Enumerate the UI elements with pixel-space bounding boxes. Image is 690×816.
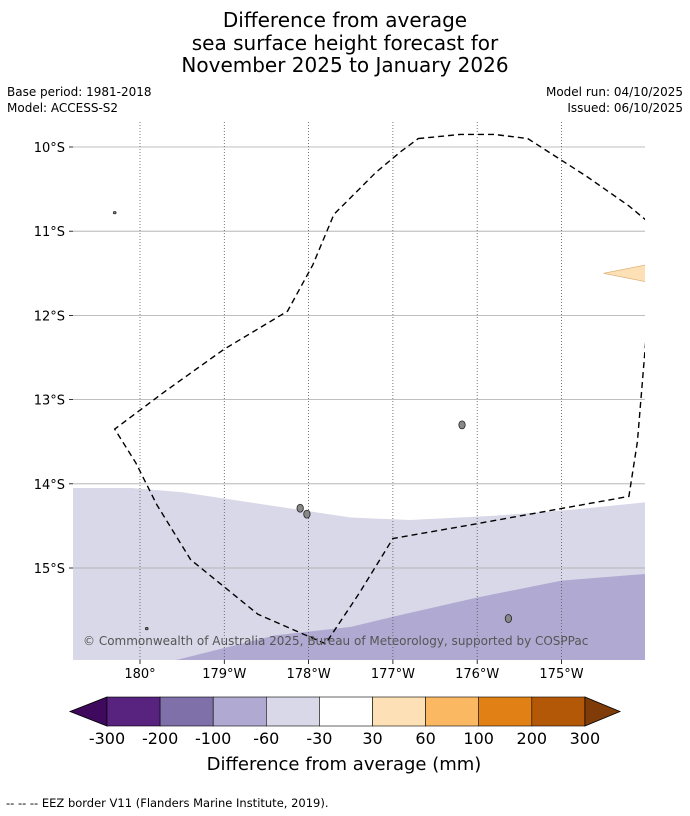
colorbar-tick-label: -60 <box>253 729 279 748</box>
anomaly-region <box>176 573 645 660</box>
issued-date: Issued: 06/10/2025 <box>567 101 683 115</box>
colorbar-segment <box>478 696 533 727</box>
title-line-3: November 2025 to January 2026 <box>181 53 509 77</box>
x-tick-label: 180° <box>124 667 155 682</box>
colorbar-segment <box>425 696 480 727</box>
y-tick-label: 13°S <box>34 394 65 409</box>
chart-title: Difference from average sea surface heig… <box>0 9 690 77</box>
island-marker <box>504 614 512 623</box>
island-marker <box>458 420 466 430</box>
colorbar-tick-label: -100 <box>195 729 231 748</box>
x-tick-label: 178°W <box>287 667 331 682</box>
y-tick-label: 15°S <box>34 562 65 577</box>
gridlines <box>73 122 645 660</box>
colorbar-segment <box>265 696 320 727</box>
colorbar-label: Difference from average (mm) <box>207 754 482 775</box>
title-line-2: sea surface height forecast for <box>191 30 499 55</box>
run-info: Model run: 04/10/2025 Issued: 06/10/2025 <box>546 84 683 116</box>
colorbar-segment <box>159 696 214 727</box>
y-tick-label: 10°S <box>34 141 65 156</box>
island-marker <box>296 503 304 513</box>
y-axis-ticks: 10°S 11°S 12°S 13°S 14°S 15°S <box>34 141 73 577</box>
island-marker <box>144 627 149 631</box>
colorbar-tick-label: 100 <box>463 729 494 748</box>
islands <box>112 211 512 631</box>
x-axis-ticks: 180° 179°W 178°W 177°W 176°W 175°W <box>124 660 584 682</box>
y-tick-label: 14°S <box>34 478 65 493</box>
colorbar-segment <box>319 696 373 727</box>
island-marker <box>112 211 117 215</box>
colorbar-tick-label: -200 <box>142 729 178 748</box>
base-period: Base period: 1981-2018 <box>7 85 152 99</box>
colorbar-tick-label: -30 <box>306 729 332 748</box>
x-tick-label: 177°W <box>371 667 415 682</box>
colorbar-tick-label: 300 <box>570 729 601 748</box>
colorbar-segment <box>212 696 267 727</box>
y-tick-label: 12°S <box>34 309 65 324</box>
title-line-1: Difference from average <box>222 8 468 32</box>
model-info: Base period: 1981-2018 Model: ACCESS-S2 <box>7 84 152 116</box>
plot-area: © Commonwealth of Australia 2025, Bureau… <box>73 122 645 660</box>
colorbar-segment <box>372 696 426 727</box>
dash-marker: -- -- -- <box>6 796 39 810</box>
eez-legend: -- -- -- EEZ border V11 (Flanders Marine… <box>6 796 329 810</box>
colorbar-tick-label: -300 <box>89 729 125 748</box>
x-tick-label: 176°W <box>455 667 499 682</box>
y-tick-label: 11°S <box>34 225 65 240</box>
x-tick-label: 175°W <box>539 667 583 682</box>
colorbar: -300 -200 -100 -60 -30 30 60 100 200 300 <box>68 696 622 748</box>
model-run: Model run: 04/10/2025 <box>545 85 683 99</box>
x-tick-label: 179°W <box>202 667 246 682</box>
colorbar-tick-label: 200 <box>517 729 548 748</box>
island-marker <box>303 509 311 519</box>
colorbar-segment <box>531 696 586 727</box>
colorbar-min-arrow <box>68 696 108 727</box>
colorbar-tick-label: 60 <box>415 729 435 748</box>
colorbar-segment <box>106 696 161 727</box>
anomaly-region <box>603 264 645 282</box>
colorbar-max-arrow <box>584 696 622 727</box>
anomaly-regions <box>73 264 645 660</box>
eez-legend-text: EEZ border V11 (Flanders Marine Institut… <box>41 796 329 810</box>
model-name: Model: ACCESS-S2 <box>7 101 119 115</box>
copyright-watermark: © Commonwealth of Australia 2025, Bureau… <box>83 634 588 648</box>
colorbar-tick-label: 30 <box>362 729 382 748</box>
